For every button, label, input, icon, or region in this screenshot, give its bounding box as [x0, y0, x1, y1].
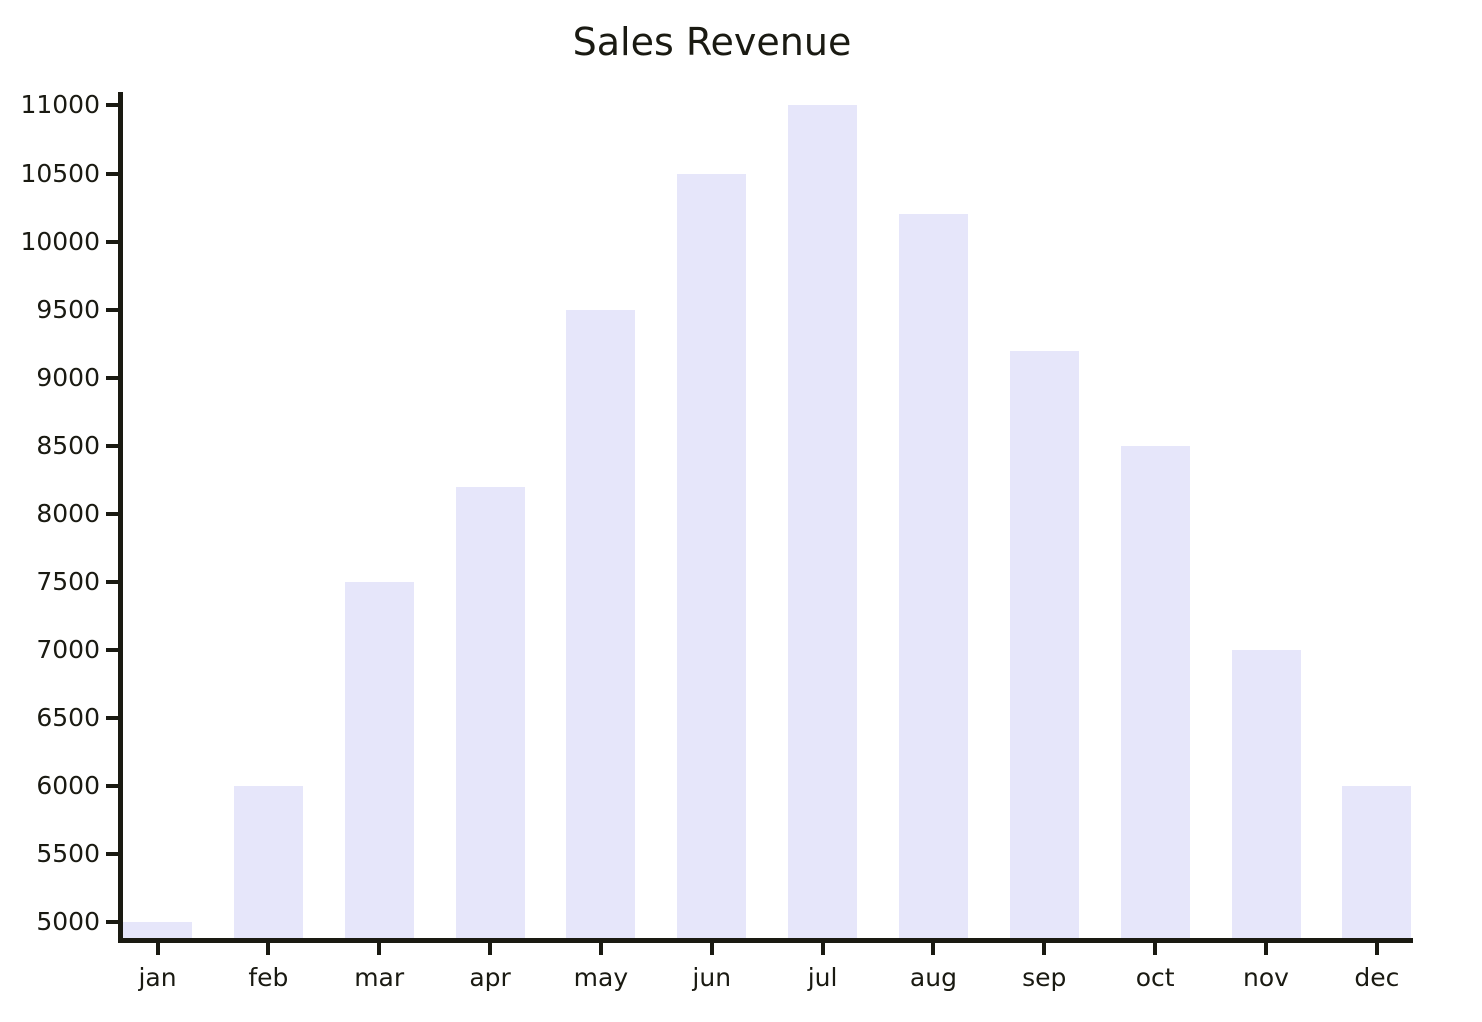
- x-tick-label-feb: feb: [248, 963, 289, 992]
- bar-nov: [1231, 650, 1301, 938]
- y-tick-label: 7000: [36, 635, 100, 665]
- x-tick-mark: [931, 943, 936, 955]
- y-tick-mark: [106, 580, 118, 585]
- y-tick-label: 11000: [20, 90, 100, 120]
- x-tick-label-jul: jul: [807, 963, 838, 992]
- x-tick-mark: [1042, 943, 1047, 955]
- y-tick-label: 9000: [36, 362, 100, 392]
- bar-jun: [677, 173, 747, 938]
- y-tick-label: 5500: [36, 839, 100, 869]
- y-tick-label: 5000: [36, 907, 100, 937]
- bar-jul: [788, 105, 858, 938]
- bar-jan: [123, 922, 192, 938]
- bar-aug: [898, 214, 968, 938]
- x-axis-line: [118, 938, 1413, 943]
- y-tick-mark: [106, 307, 118, 312]
- x-tick-label-jan: jan: [138, 963, 177, 992]
- bar-feb: [233, 786, 303, 938]
- x-tick-mark: [1374, 943, 1379, 955]
- y-tick-label: 6000: [36, 771, 100, 801]
- y-tick-mark: [106, 784, 118, 789]
- y-tick-mark: [106, 103, 118, 108]
- y-tick-mark: [106, 716, 118, 721]
- y-tick-mark: [106, 511, 118, 516]
- y-tick-mark: [106, 920, 118, 925]
- y-tick-mark: [106, 852, 118, 857]
- x-tick-label-sep: sep: [1022, 963, 1067, 992]
- y-tick-mark: [106, 375, 118, 380]
- bar-oct: [1120, 445, 1190, 938]
- y-tick-label: 9500: [36, 294, 100, 324]
- x-tick-label-oct: oct: [1135, 963, 1175, 992]
- x-tick-label-jun: jun: [692, 963, 732, 992]
- y-tick-label: 8500: [36, 430, 100, 460]
- x-tick-mark: [820, 943, 825, 955]
- x-tick-label-may: may: [573, 963, 629, 992]
- x-tick-label-aug: aug: [909, 963, 957, 992]
- x-tick-mark: [155, 943, 160, 955]
- x-tick-label-apr: apr: [469, 963, 511, 992]
- bar-sep: [1009, 350, 1079, 938]
- bar-dec: [1342, 786, 1412, 938]
- bar-apr: [455, 486, 525, 938]
- y-tick-label: 7500: [36, 567, 100, 597]
- y-tick-label: 8000: [36, 498, 100, 528]
- x-tick-mark: [377, 943, 382, 955]
- y-tick-mark: [106, 171, 118, 176]
- y-tick-mark: [106, 239, 118, 244]
- y-tick-label: 10000: [20, 226, 100, 256]
- chart-title: Sales Revenue: [572, 20, 852, 64]
- x-tick-mark: [266, 943, 271, 955]
- y-tick-mark: [106, 443, 118, 448]
- y-axis-line: [118, 92, 123, 943]
- y-tick-label: 10500: [20, 158, 100, 188]
- x-tick-mark: [1264, 943, 1268, 955]
- x-tick-label-nov: nov: [1243, 963, 1289, 992]
- x-tick-label-dec: dec: [1354, 963, 1400, 992]
- y-tick-mark: [106, 648, 118, 653]
- bar-may: [566, 309, 636, 938]
- x-tick-mark: [488, 943, 493, 955]
- x-tick-mark: [598, 943, 603, 955]
- y-tick-label: 6500: [36, 703, 100, 733]
- bar-mar: [344, 582, 414, 938]
- x-tick-label-mar: mar: [354, 963, 405, 992]
- x-tick-mark: [709, 943, 714, 955]
- x-tick-mark: [1153, 943, 1158, 955]
